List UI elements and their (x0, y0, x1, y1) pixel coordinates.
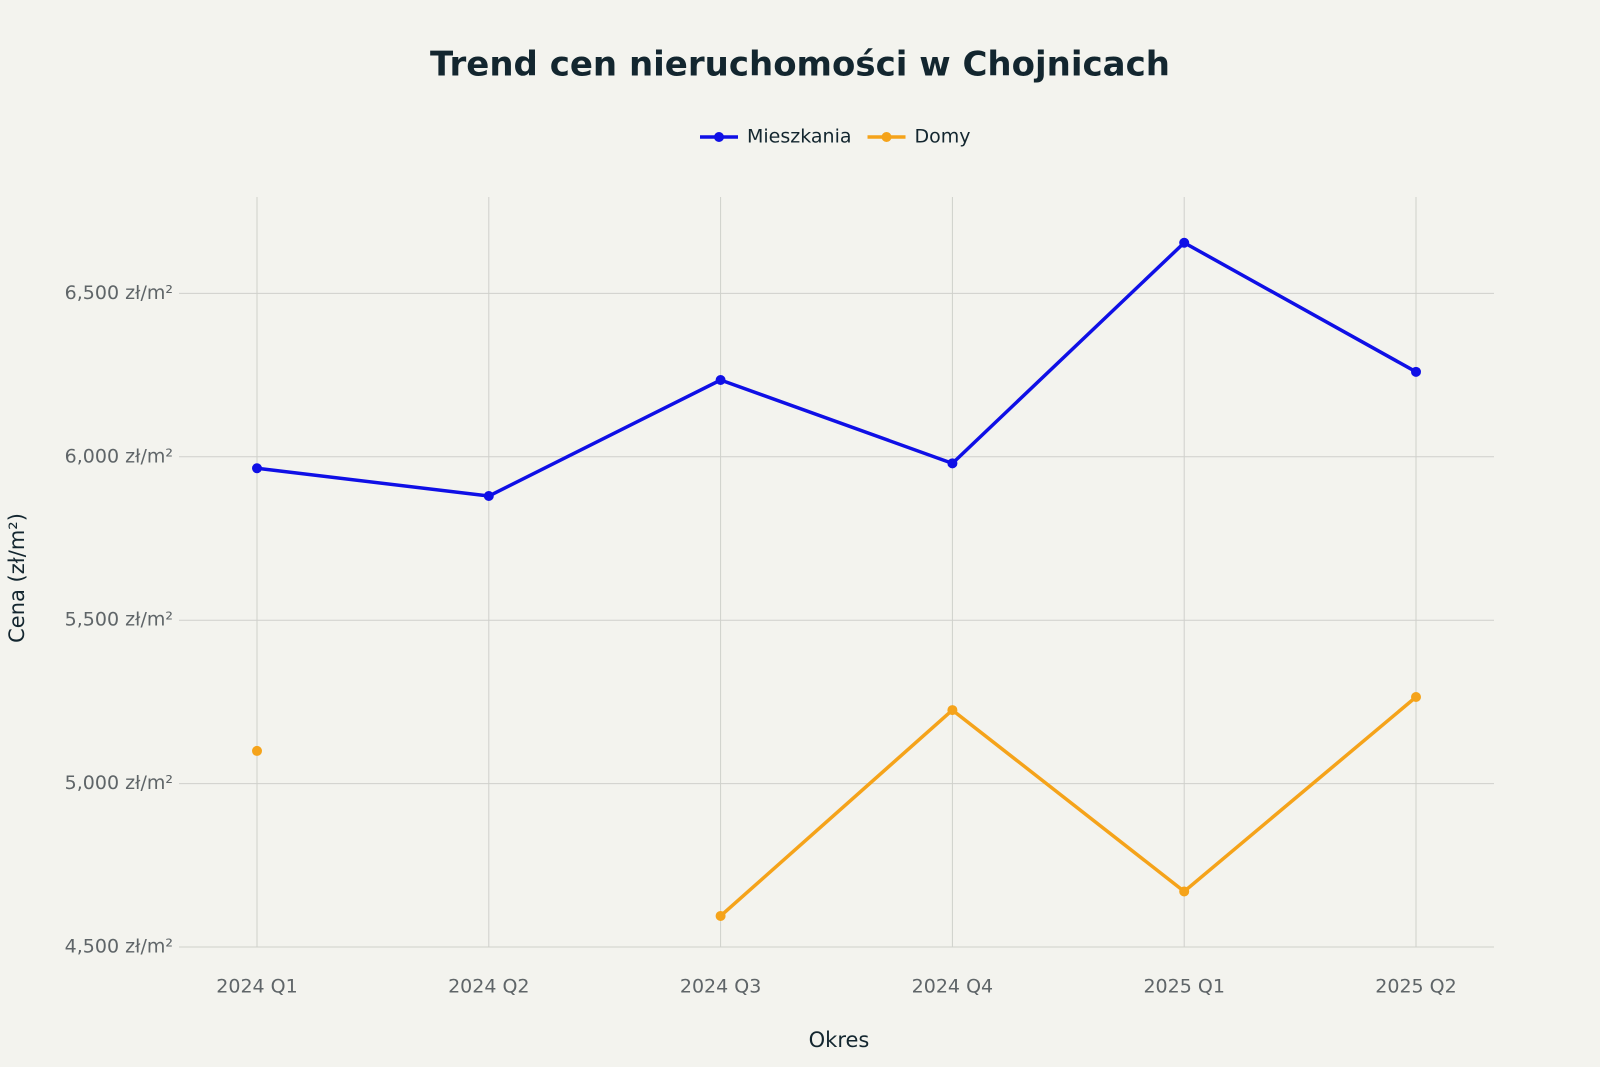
point (1179, 237, 1190, 248)
point (483, 491, 494, 502)
x-tick-label: 2024 Q1 (216, 976, 297, 998)
x-tick-label: 2024 Q3 (680, 976, 761, 998)
x-tick-label: 2025 Q1 (1143, 976, 1224, 998)
x-tick-label: 2024 Q4 (912, 976, 993, 998)
y-axis-title: Cena (zł/m²) (5, 513, 29, 643)
y-tick-label: 6,500 zł/m² (65, 282, 173, 304)
point (1179, 886, 1190, 897)
chart-title: Trend cen nieruchomości w Chojnicach (430, 45, 1170, 85)
legend-label: Domy (915, 126, 971, 148)
point (947, 458, 958, 469)
y-tick-label: 5,000 zł/m² (65, 772, 173, 794)
legend-marker (881, 132, 892, 142)
point (947, 705, 958, 716)
x-tick-label: 2025 Q2 (1375, 976, 1456, 998)
y-tick-label: 6,000 zł/m² (65, 445, 173, 467)
x-tick-label: 2024 Q2 (448, 976, 529, 998)
point (715, 910, 726, 921)
x-axis-title: Okres (809, 1028, 870, 1052)
y-tick-label: 5,500 zł/m² (65, 609, 173, 631)
series-line (719, 695, 1418, 918)
series-line (256, 241, 1417, 498)
point (715, 375, 726, 386)
point (1411, 692, 1421, 702)
y-tick-label: 4,500 zł/m² (65, 936, 173, 958)
point (252, 745, 262, 756)
legend-label: Mieszkania (747, 126, 852, 148)
point (252, 463, 262, 474)
legend-marker (714, 132, 724, 142)
point (1411, 366, 1421, 377)
